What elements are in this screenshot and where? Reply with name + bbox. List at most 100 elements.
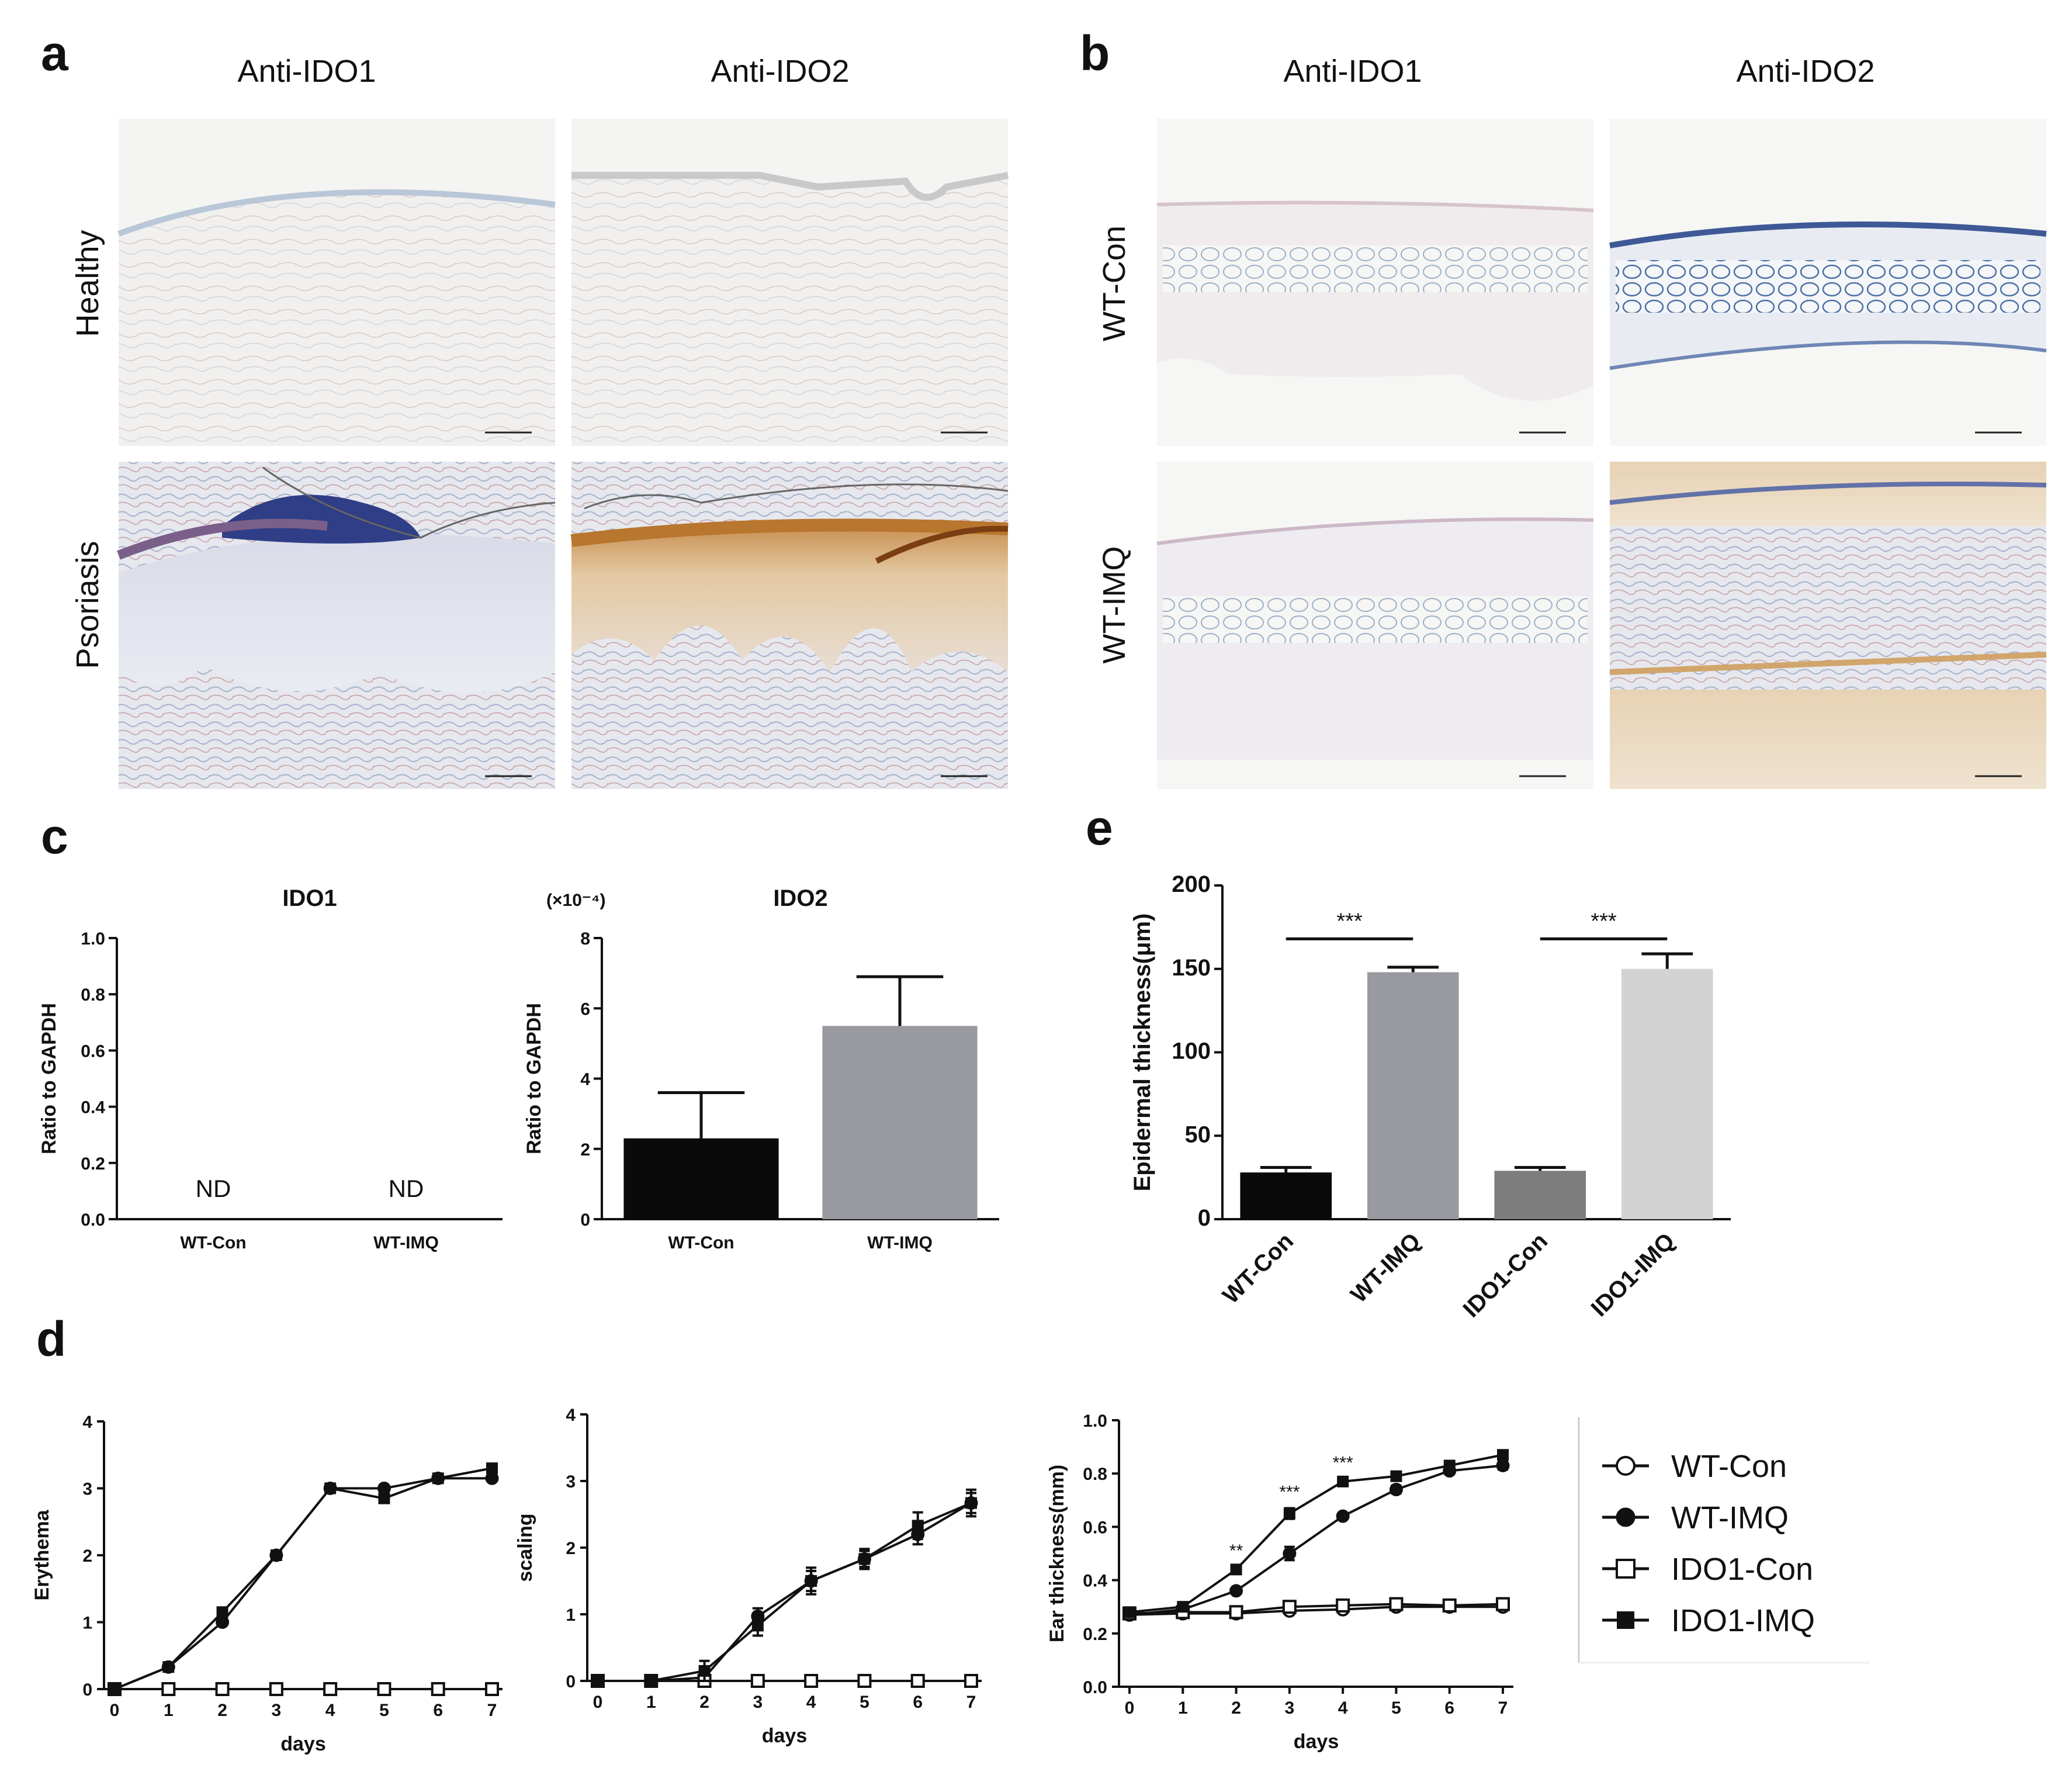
series-line bbox=[1129, 1464, 1503, 1616]
y-tick-label: 2 bbox=[580, 1140, 590, 1160]
ihc-image-a-psoriasis-ido1 bbox=[117, 462, 556, 789]
category-label: WT-Con bbox=[1218, 1228, 1298, 1309]
x-tick-label: 3 bbox=[272, 1701, 282, 1720]
x-tick-label: 2 bbox=[1231, 1698, 1241, 1718]
circle-filled-marker bbox=[1336, 1509, 1350, 1523]
y-tick-label: 0.8 bbox=[81, 985, 105, 1005]
y-tick-label: 0.6 bbox=[81, 1042, 105, 1061]
y-tick-label: 0.2 bbox=[1083, 1625, 1107, 1644]
y-tick-label: 1.0 bbox=[1083, 1411, 1107, 1431]
series-ido1-con bbox=[108, 1682, 499, 1696]
y-tick-label: 200 bbox=[1172, 871, 1211, 897]
square-filled-marker bbox=[1230, 1563, 1242, 1576]
y-tick-label: 0 bbox=[82, 1680, 92, 1700]
series-ido1-imq bbox=[109, 1462, 498, 1695]
category-label: WT-Con bbox=[180, 1233, 246, 1252]
series-line bbox=[1129, 1603, 1503, 1615]
ihc-image-a-psoriasis-ido2 bbox=[570, 462, 1009, 789]
ihc-image-b-wt-imq-ido1 bbox=[1156, 462, 1594, 789]
square-filled-marker bbox=[216, 1606, 228, 1618]
square-open-marker bbox=[1616, 1559, 1636, 1579]
category-label: IDO1-IMQ bbox=[1586, 1228, 1680, 1321]
panel-b-column-title-ido2: Anti-IDO2 bbox=[1736, 54, 1874, 89]
circle-filled-marker bbox=[485, 1471, 499, 1485]
x-tick-label: 6 bbox=[433, 1701, 443, 1720]
square-open-marker bbox=[750, 1674, 765, 1688]
y-tick-label: 8 bbox=[580, 929, 590, 949]
y-axis-label: Ratio to GAPDH bbox=[523, 1003, 545, 1154]
square-open-marker bbox=[964, 1674, 978, 1688]
ihc-image-b-wt-con-ido2 bbox=[1609, 119, 2047, 446]
y-tick-label: 0.4 bbox=[81, 1098, 105, 1117]
square-filled-marker bbox=[1177, 1601, 1189, 1613]
square-filled-marker bbox=[1124, 1606, 1135, 1618]
scale-note: (×10⁻⁴) bbox=[546, 891, 606, 910]
significance-label: ** bbox=[1229, 1541, 1243, 1561]
x-tick-label: 6 bbox=[913, 1693, 923, 1712]
bar bbox=[623, 1138, 779, 1219]
series-line bbox=[1129, 1454, 1503, 1614]
y-axis-label: Ear thickness(mm) bbox=[1046, 1465, 1068, 1642]
significance-label: *** bbox=[1591, 909, 1617, 933]
y-tick-label: 0.8 bbox=[1083, 1465, 1107, 1484]
panel-a-column-title-ido2: Anti-IDO2 bbox=[711, 54, 849, 89]
x-tick-label: 4 bbox=[806, 1693, 816, 1712]
square-open-marker bbox=[910, 1674, 925, 1688]
y-tick-label: 1 bbox=[82, 1614, 92, 1633]
x-tick-label: 0 bbox=[1125, 1698, 1135, 1718]
ihc-image-a-healthy-ido2 bbox=[571, 119, 1009, 446]
bar bbox=[1367, 972, 1459, 1219]
y-axis-label: Erythema bbox=[31, 1509, 53, 1600]
significance-label: *** bbox=[1333, 1453, 1353, 1472]
circle-filled-marker bbox=[1496, 1459, 1510, 1473]
x-axis-label: days bbox=[1294, 1731, 1339, 1753]
circle-filled-marker bbox=[1616, 1507, 1636, 1527]
square-open-marker bbox=[431, 1682, 445, 1696]
y-axis-label: Epidermal thickness(μm) bbox=[1129, 914, 1155, 1192]
circle-filled-marker bbox=[377, 1482, 391, 1495]
circle-filled-marker bbox=[1389, 1483, 1403, 1497]
square-filled-marker bbox=[592, 1675, 604, 1687]
y-tick-label: 0 bbox=[580, 1210, 590, 1230]
ihc-image-b-wt-con-ido1 bbox=[1156, 119, 1594, 446]
chart-c-ido2: 0 2 4 6 8 WT-Con WT-IMQ IDO2 (×10⁻⁴) Ratio to GAP… bbox=[523, 885, 999, 1252]
y-axis-label: Ratio to GAPDH bbox=[38, 1003, 60, 1154]
category-label: WT-IMQ bbox=[373, 1233, 439, 1252]
y-tick-label: 0.4 bbox=[1083, 1572, 1107, 1591]
y-tick-label: 1.0 bbox=[81, 929, 105, 949]
square-filled-marker bbox=[1337, 1475, 1349, 1487]
circle-filled-marker bbox=[216, 1615, 230, 1629]
bar bbox=[1240, 1172, 1332, 1219]
panel-b-row-title-wt-imq: WT-IMQ bbox=[1097, 546, 1132, 664]
y-axis-label: scaling bbox=[514, 1513, 536, 1582]
series-line bbox=[1129, 1606, 1503, 1616]
square-open-marker bbox=[1496, 1597, 1510, 1611]
x-axis-label: days bbox=[280, 1733, 326, 1755]
square-filled-marker bbox=[751, 1620, 764, 1632]
panel-label-b: b bbox=[1080, 26, 1110, 81]
square-filled-marker bbox=[858, 1553, 871, 1565]
chart-e-epidermal-thickness: 0 50 100 150 200 WT-Con WT-IMQ IDO1-Con IDO1-IMQ… bbox=[1129, 871, 1731, 1323]
x-tick-label: 7 bbox=[1498, 1698, 1508, 1718]
legend-entry-ido1-con: IDO1-Con bbox=[1602, 1552, 1813, 1587]
chart-c-ido1: 0.0 0.2 0.4 0.6 0.8 1.0 ND WT-Con ND WT-IMQ IDO1 Ra… bbox=[38, 885, 503, 1252]
panel-label-e: e bbox=[1086, 800, 1113, 855]
legend-entry-ido1-imq: IDO1-IMQ bbox=[1602, 1603, 1815, 1638]
square-filled-marker bbox=[965, 1497, 977, 1509]
bar bbox=[1494, 1171, 1586, 1219]
legend-entry-wt-con: WT-Con bbox=[1602, 1449, 1787, 1484]
square-open-marker bbox=[1229, 1605, 1243, 1620]
x-tick-label: 3 bbox=[753, 1693, 763, 1712]
y-tick-label: 0 bbox=[566, 1672, 576, 1691]
y-tick-label: 0.6 bbox=[1083, 1518, 1107, 1537]
square-open-marker bbox=[1389, 1597, 1404, 1611]
annotation: ND bbox=[196, 1175, 231, 1202]
circle-open-marker bbox=[1616, 1456, 1636, 1476]
ihc-image-b-wt-imq-ido2 bbox=[1609, 462, 2047, 789]
series-line bbox=[114, 1477, 492, 1690]
square-filled-marker bbox=[1443, 1459, 1456, 1472]
series-ido1-imq bbox=[592, 1488, 977, 1687]
x-tick-label: 4 bbox=[1338, 1698, 1348, 1718]
category-label: IDO1-Con bbox=[1458, 1228, 1553, 1323]
bar bbox=[1621, 968, 1713, 1219]
